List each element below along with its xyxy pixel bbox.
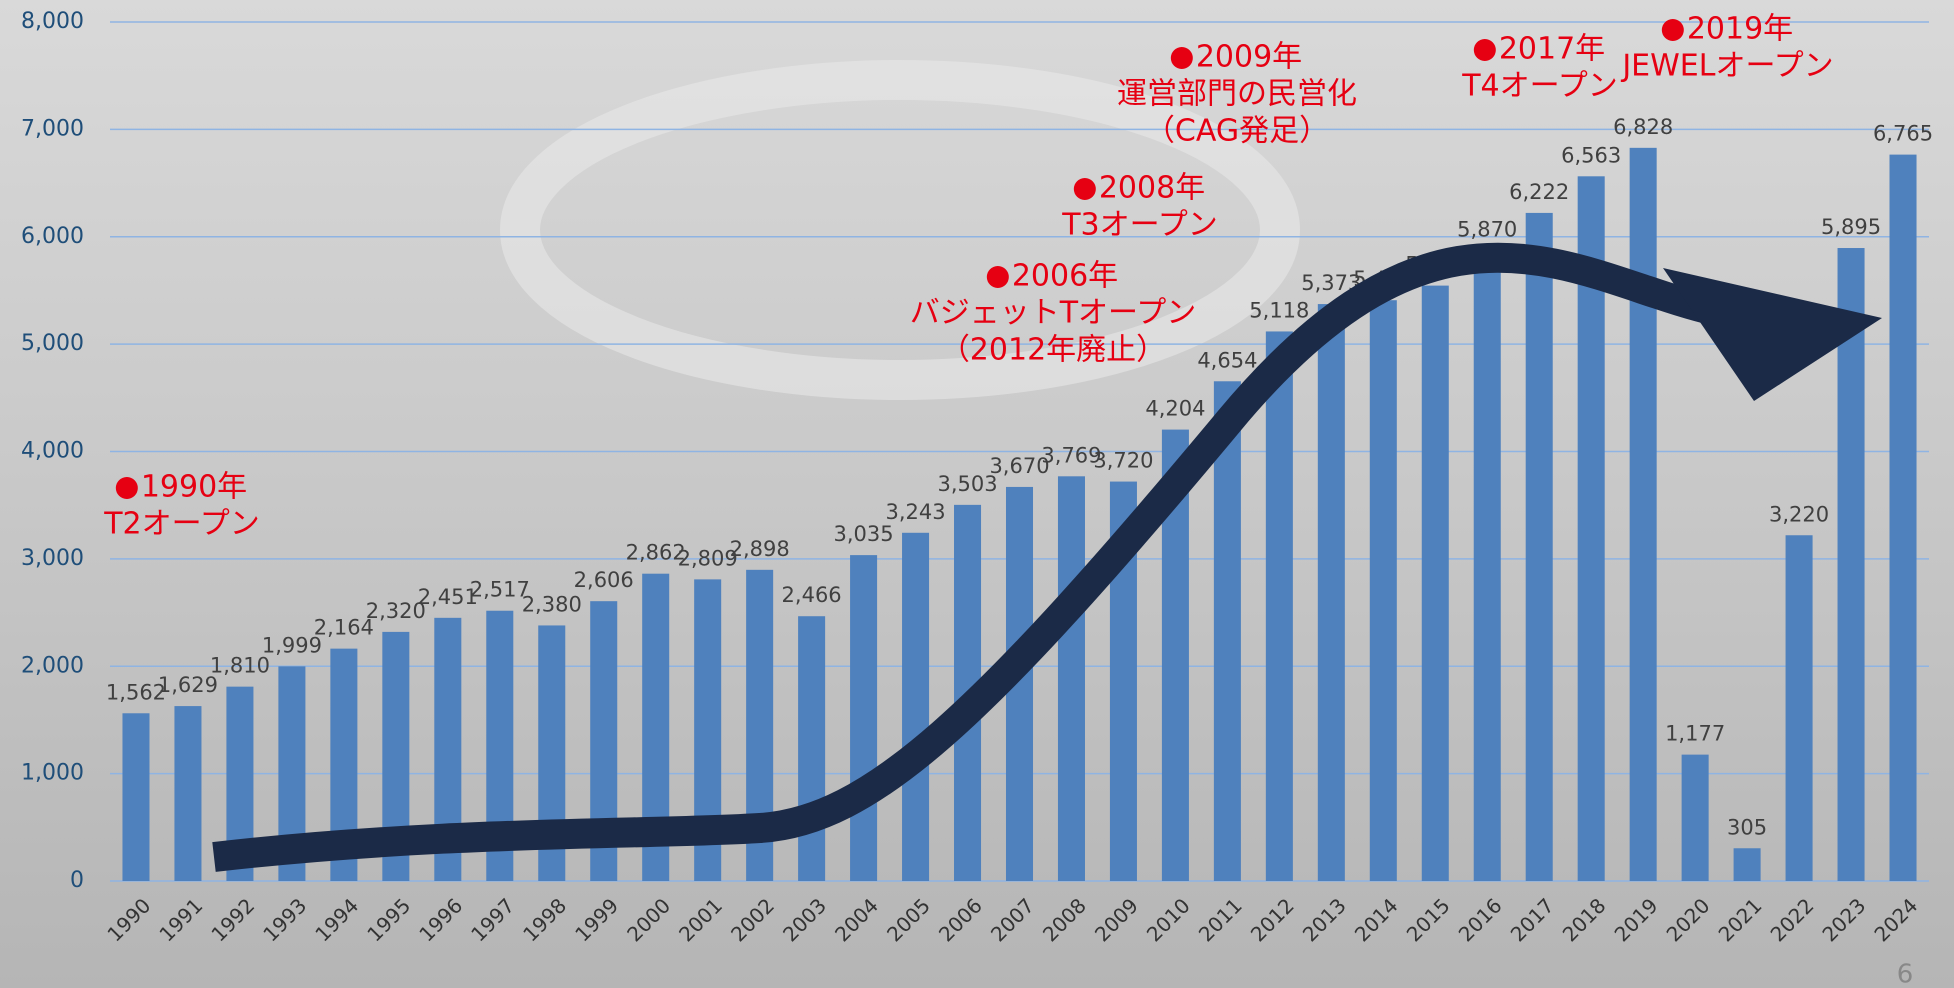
value-label: 1,177	[1665, 722, 1725, 746]
y-tick-label: 1,000	[21, 761, 84, 786]
value-label: 4,654	[1197, 348, 1257, 372]
annotation: 1990年	[141, 470, 247, 505]
value-label: 5,895	[1821, 215, 1881, 239]
bar	[1525, 212, 1553, 882]
annotation: T2オープン	[103, 507, 260, 542]
bar	[122, 713, 150, 881]
value-label: 3,670	[989, 454, 1049, 478]
value-label: 2,517	[470, 578, 530, 602]
y-tick-label: 2,000	[21, 653, 84, 678]
annotation: T4オープン	[1461, 69, 1618, 104]
bar	[850, 555, 878, 881]
value-label: 3,503	[937, 472, 997, 496]
value-label: 6,563	[1561, 143, 1621, 167]
annotation-bullet	[986, 266, 1009, 288]
value-label: 6,222	[1509, 180, 1569, 204]
annotation: 2006年	[1012, 259, 1118, 294]
annotation: （2012年廃止）	[940, 333, 1166, 368]
value-label: 2,164	[314, 616, 374, 640]
background-arch	[500, 60, 1300, 400]
bar	[1057, 476, 1085, 881]
bar	[1889, 154, 1917, 881]
value-label: 2,862	[626, 541, 686, 565]
value-label: 1,629	[158, 673, 218, 697]
annotation: バジェットTオープン	[910, 296, 1197, 331]
value-label: 1,562	[106, 680, 166, 704]
bar	[1369, 300, 1397, 881]
value-label: 1,999	[262, 633, 322, 657]
bar	[1213, 381, 1241, 881]
annotation: 2017年	[1499, 32, 1605, 67]
bar	[1785, 535, 1813, 881]
annotation: 2009年	[1196, 40, 1302, 75]
value-label: 3,720	[1093, 449, 1153, 473]
value-label: 1,810	[210, 654, 270, 678]
bar	[798, 616, 826, 881]
value-label: 2,809	[678, 546, 738, 570]
y-tick-label: 3,000	[21, 546, 84, 571]
y-tick-label: 0	[70, 868, 84, 893]
bar	[902, 532, 930, 881]
value-label: 6,828	[1613, 115, 1673, 139]
bar	[1577, 176, 1605, 882]
value-label: 4,204	[1145, 397, 1205, 421]
annotation-bullet	[1073, 178, 1096, 200]
value-label: 3,769	[1041, 443, 1101, 467]
annotation-bullet	[1170, 47, 1193, 69]
bar	[1473, 250, 1501, 882]
y-tick-label: 4,000	[21, 439, 84, 464]
y-tick-label: 8,000	[21, 9, 84, 34]
bar	[174, 706, 202, 881]
bar	[1317, 304, 1345, 882]
y-tick-label: 6,000	[21, 224, 84, 249]
annotation-bullet	[1473, 39, 1496, 61]
value-label: 2,898	[730, 537, 790, 561]
annotation: JEWELオープン	[1620, 49, 1833, 84]
bar	[1421, 285, 1449, 882]
annotation: 運営部門の民営化	[1117, 77, 1357, 112]
annotation: 2019年	[1687, 12, 1793, 47]
value-label: 2,466	[782, 583, 842, 607]
y-tick-label: 5,000	[21, 331, 84, 356]
trend-arrow	[212, 242, 1792, 872]
value-label: 3,035	[834, 522, 894, 546]
value-label: 2,320	[366, 599, 426, 623]
value-label: 2,380	[522, 592, 582, 616]
value-label: 2,606	[574, 568, 634, 592]
bar	[1681, 754, 1709, 881]
annotation: 2008年	[1099, 171, 1205, 206]
bar	[1733, 848, 1761, 881]
bar	[1629, 147, 1657, 881]
annotation: T3オープン	[1061, 208, 1218, 243]
annotation: （CAG発足）	[1145, 114, 1329, 149]
value-label: 5,870	[1457, 218, 1517, 242]
value-label: 5,118	[1249, 298, 1309, 322]
annotation-bullet	[115, 477, 138, 499]
annotation-bullet	[1661, 19, 1684, 41]
value-label: 2,451	[418, 585, 478, 609]
bar	[1265, 331, 1293, 882]
value-label: 3,243	[885, 500, 945, 524]
value-label: 305	[1727, 815, 1767, 839]
y-tick-label: 7,000	[21, 116, 84, 141]
page-number: 6	[1897, 960, 1914, 988]
value-label: 3,220	[1769, 502, 1829, 526]
bar	[1837, 248, 1865, 882]
trend-arrowhead	[1663, 268, 1882, 401]
value-label: 6,765	[1873, 122, 1933, 146]
